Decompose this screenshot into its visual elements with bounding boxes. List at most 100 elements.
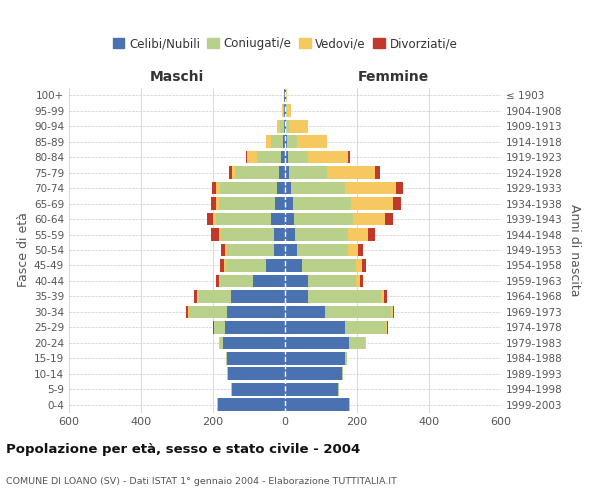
Bar xyxy=(396,182,403,194)
Bar xyxy=(342,368,343,380)
Bar xyxy=(194,290,197,303)
Bar xyxy=(274,228,285,241)
Bar xyxy=(391,306,392,318)
Bar xyxy=(226,259,266,272)
Bar xyxy=(285,306,325,318)
Bar xyxy=(385,212,393,226)
Bar xyxy=(211,228,219,241)
Bar xyxy=(393,197,401,210)
Bar xyxy=(348,151,350,164)
Bar xyxy=(308,151,348,164)
Bar xyxy=(287,104,292,117)
Bar xyxy=(289,120,308,132)
Bar xyxy=(278,166,285,179)
Bar xyxy=(227,368,228,380)
Bar xyxy=(223,336,285,349)
Bar xyxy=(285,166,289,179)
Bar xyxy=(296,244,347,256)
Bar xyxy=(218,398,285,411)
Bar xyxy=(285,321,346,334)
Text: Popolazione per età, sesso e stato civile - 2004: Popolazione per età, sesso e stato civil… xyxy=(6,442,360,456)
Bar xyxy=(212,182,216,194)
Bar xyxy=(281,151,285,164)
Bar xyxy=(384,290,387,303)
Bar xyxy=(285,290,308,303)
Bar xyxy=(224,259,226,272)
Bar xyxy=(214,321,224,334)
Bar xyxy=(282,104,283,117)
Bar xyxy=(345,182,396,194)
Bar xyxy=(231,290,285,303)
Bar xyxy=(365,336,366,349)
Bar xyxy=(338,383,340,396)
Bar xyxy=(284,120,285,132)
Bar xyxy=(283,136,285,148)
Bar xyxy=(283,104,284,117)
Bar xyxy=(285,398,349,411)
Bar xyxy=(285,274,308,287)
Bar xyxy=(287,136,297,148)
Bar xyxy=(257,151,281,164)
Bar xyxy=(271,212,285,226)
Bar xyxy=(216,274,219,287)
Bar xyxy=(232,166,235,179)
Bar xyxy=(253,274,285,287)
Bar xyxy=(285,182,292,194)
Bar xyxy=(285,212,294,226)
Bar xyxy=(224,321,285,334)
Y-axis label: Anni di nascita: Anni di nascita xyxy=(568,204,581,296)
Bar xyxy=(266,136,271,148)
Bar xyxy=(346,352,347,364)
Bar xyxy=(277,182,285,194)
Bar xyxy=(211,197,216,210)
Bar xyxy=(297,136,327,148)
Bar xyxy=(266,259,285,272)
Bar xyxy=(227,306,285,318)
Bar xyxy=(285,151,288,164)
Bar xyxy=(186,306,188,318)
Bar xyxy=(292,182,345,194)
Bar xyxy=(198,290,231,303)
Bar xyxy=(284,89,285,102)
Bar xyxy=(221,244,225,256)
Bar xyxy=(386,321,387,334)
Bar xyxy=(286,104,287,117)
Bar xyxy=(226,352,227,364)
Bar xyxy=(302,259,356,272)
Bar xyxy=(220,336,223,349)
Bar xyxy=(349,398,350,411)
Bar xyxy=(285,368,342,380)
Bar xyxy=(285,336,349,349)
Bar xyxy=(230,383,232,396)
Bar xyxy=(207,212,214,226)
Bar xyxy=(214,212,215,226)
Bar xyxy=(189,306,227,318)
Bar xyxy=(387,321,388,334)
Bar xyxy=(235,166,278,179)
Bar xyxy=(285,228,295,241)
Bar xyxy=(285,89,286,102)
Bar xyxy=(381,290,384,303)
Bar xyxy=(293,197,350,210)
Legend: Celibi/Nubili, Coniugati/e, Vedovi/e, Divorziati/e: Celibi/Nubili, Coniugati/e, Vedovi/e, Di… xyxy=(110,35,460,52)
Bar xyxy=(392,306,394,318)
Bar xyxy=(280,120,284,132)
Bar xyxy=(216,182,220,194)
Bar xyxy=(285,120,286,132)
Bar xyxy=(308,274,356,287)
Bar xyxy=(232,383,285,396)
Bar xyxy=(356,274,359,287)
Bar xyxy=(308,290,381,303)
Bar xyxy=(288,151,308,164)
Bar xyxy=(277,120,280,132)
Bar xyxy=(212,321,214,334)
Bar xyxy=(227,244,274,256)
Bar xyxy=(285,352,346,364)
Bar xyxy=(353,212,385,226)
Bar xyxy=(289,166,327,179)
Bar xyxy=(221,228,274,241)
Bar xyxy=(215,212,271,226)
Bar xyxy=(220,182,277,194)
Bar xyxy=(228,368,285,380)
Bar xyxy=(368,228,374,241)
